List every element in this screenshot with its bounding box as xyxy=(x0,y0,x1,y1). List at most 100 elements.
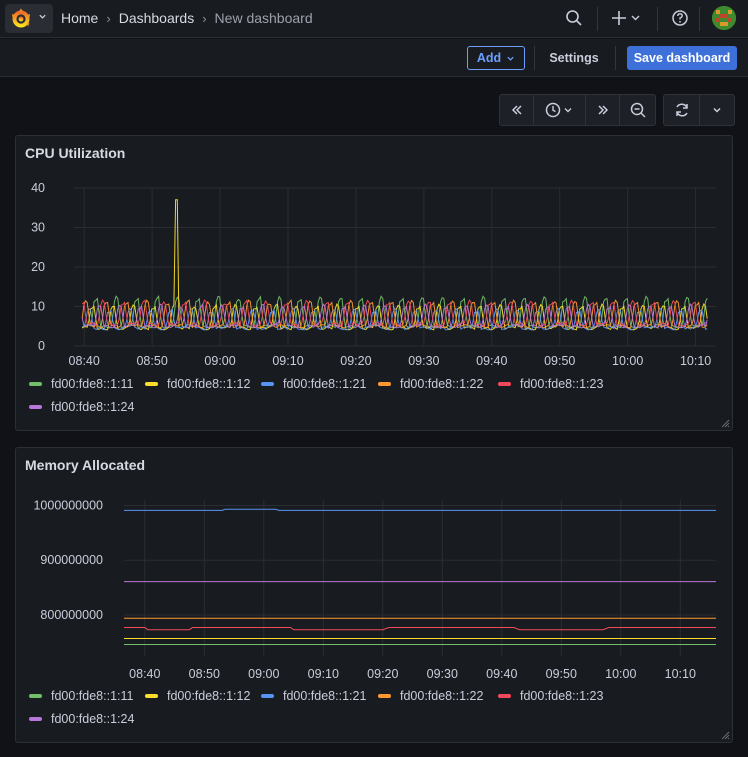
legend-item[interactable]: fd00:fde8::1:22 xyxy=(378,377,483,391)
shift-time-back-button[interactable] xyxy=(500,95,533,125)
x-tick-label: 09:00 xyxy=(248,667,279,681)
x-tick-label: 10:10 xyxy=(665,667,696,681)
x-tick-label: 10:00 xyxy=(612,354,643,368)
time-picker-button[interactable] xyxy=(534,95,585,125)
legend-swatch xyxy=(29,694,42,698)
y-tick-label: 800000000 xyxy=(40,608,103,622)
legend-item[interactable]: fd00:fde8::1:11 xyxy=(29,689,133,703)
legend-label: fd00:fde8::1:24 xyxy=(51,712,135,726)
legend-swatch xyxy=(261,382,274,386)
x-tick-label: 09:30 xyxy=(408,354,439,368)
chevron-down-icon xyxy=(38,12,47,24)
series-line xyxy=(81,298,708,327)
zoom-out-button[interactable] xyxy=(620,95,655,125)
breadcrumb-current-dashboard: New dashboard xyxy=(214,10,313,26)
divider xyxy=(615,46,616,70)
series-line xyxy=(124,508,716,511)
legend-item[interactable]: fd00:fde8::1:24 xyxy=(29,712,134,726)
search-icon[interactable] xyxy=(565,9,583,32)
cpu-utilization-chart[interactable]: 0 10 20 30 40 08:40 08:50 09:00 09:10 09:20 09:30 0… xyxy=(16,176,732,416)
x-tick-label: 08:50 xyxy=(189,667,220,681)
panel-title[interactable]: Memory Allocated xyxy=(25,457,146,473)
y-tick-label: 900000000 xyxy=(40,553,103,567)
series-line xyxy=(81,302,708,329)
divider xyxy=(533,95,534,125)
settings-button[interactable]: Settings xyxy=(549,51,599,65)
clock-icon xyxy=(545,102,571,118)
dashboard-toolbar: Add Settings Save dashboard xyxy=(0,39,748,77)
legend-item[interactable]: fd00:fde8::1:12 xyxy=(145,377,250,391)
divider xyxy=(534,46,535,70)
avatar[interactable] xyxy=(712,6,736,30)
x-tick-label: 09:50 xyxy=(544,354,575,368)
grafana-logo-icon xyxy=(12,8,30,27)
legend-label: fd00:fde8::1:23 xyxy=(520,377,604,391)
chevron-down-icon xyxy=(507,56,514,61)
legend-swatch xyxy=(378,382,391,386)
legend-swatch xyxy=(498,382,511,386)
resize-handle-icon[interactable] xyxy=(721,419,730,428)
legend-label: fd00:fde8::1:12 xyxy=(167,689,251,703)
y-tick-label: 10 xyxy=(31,300,45,314)
x-tick-label: 08:40 xyxy=(129,667,160,681)
y-tick-label: 0 xyxy=(38,339,45,353)
divider xyxy=(699,95,700,125)
x-tick-label: 09:20 xyxy=(367,667,398,681)
x-tick-label: 09:50 xyxy=(546,667,577,681)
x-tick-label: 09:40 xyxy=(476,354,507,368)
x-tick-label: 09:40 xyxy=(486,667,517,681)
legend-item[interactable]: fd00:fde8::1:23 xyxy=(498,689,603,703)
breadcrumb: Home › Dashboards › New dashboard xyxy=(61,10,313,26)
memory-allocated-panel: Memory Allocated 800000000 900000000 10000… xyxy=(15,447,733,743)
refresh-interval-dropdown[interactable] xyxy=(700,95,734,125)
sync-icon xyxy=(675,103,688,117)
x-tick-label: 10:00 xyxy=(605,667,636,681)
series-line xyxy=(124,627,716,631)
y-tick-label: 20 xyxy=(31,260,45,274)
breadcrumb-home[interactable]: Home xyxy=(61,10,99,26)
time-range-controls xyxy=(499,94,656,126)
save-dashboard-button[interactable]: Save dashboard xyxy=(627,46,737,70)
legend-item[interactable]: fd00:fde8::1:12 xyxy=(145,689,250,703)
x-tick-label: 10:10 xyxy=(680,354,711,368)
x-tick-label: 09:20 xyxy=(340,354,371,368)
resize-handle-icon[interactable] xyxy=(721,731,730,740)
add-button[interactable]: Add xyxy=(467,46,525,70)
x-tick-label: 08:50 xyxy=(136,354,167,368)
legend-item[interactable]: fd00:fde8::1:23 xyxy=(498,377,603,391)
legend-item[interactable]: fd00:fde8::1:21 xyxy=(261,377,366,391)
memory-allocated-chart[interactable]: 800000000 900000000 1000000000 08:40 08:50 09… xyxy=(16,488,732,728)
legend-swatch xyxy=(378,694,391,698)
grafana-menu-button[interactable] xyxy=(5,4,53,33)
legend-swatch xyxy=(261,694,274,698)
legend-label: fd00:fde8::1:11 xyxy=(51,689,134,703)
divider xyxy=(597,7,598,31)
shift-time-forward-button[interactable] xyxy=(586,95,619,125)
divider xyxy=(619,95,620,125)
legend-label: fd00:fde8::1:24 xyxy=(51,400,135,414)
legend-item[interactable]: fd00:fde8::1:11 xyxy=(29,377,133,391)
breadcrumb-separator: › xyxy=(202,10,207,26)
y-tick-label: 40 xyxy=(31,181,45,195)
new-menu-button[interactable] xyxy=(611,9,643,32)
x-tick-label: 09:10 xyxy=(308,667,339,681)
divider xyxy=(585,95,586,125)
zoom-out-icon xyxy=(630,102,646,118)
legend-label: fd00:fde8::1:11 xyxy=(51,377,134,391)
refresh-button[interactable] xyxy=(664,95,699,125)
cpu-utilization-panel: CPU Utilization 0 10 20 30 40 08:40 08:50 09:00… xyxy=(15,135,733,431)
x-tick-label: 08:40 xyxy=(69,354,100,368)
angle-double-right-icon xyxy=(597,105,608,115)
legend-swatch xyxy=(145,382,158,386)
legend-item[interactable]: fd00:fde8::1:24 xyxy=(29,400,134,414)
panel-title[interactable]: CPU Utilization xyxy=(25,145,126,161)
legend-item[interactable]: fd00:fde8::1:22 xyxy=(378,689,483,703)
legend-item[interactable]: fd00:fde8::1:21 xyxy=(261,689,366,703)
legend-label: fd00:fde8::1:23 xyxy=(520,689,604,703)
breadcrumb-dashboards[interactable]: Dashboards xyxy=(118,10,195,26)
help-icon[interactable] xyxy=(671,9,689,32)
y-tick-label: 30 xyxy=(31,221,45,235)
top-nav-bar: Home › Dashboards › New dashboard xyxy=(0,0,748,38)
legend-label: fd00:fde8::1:22 xyxy=(400,377,484,391)
y-tick-label: 1000000000 xyxy=(33,498,103,512)
